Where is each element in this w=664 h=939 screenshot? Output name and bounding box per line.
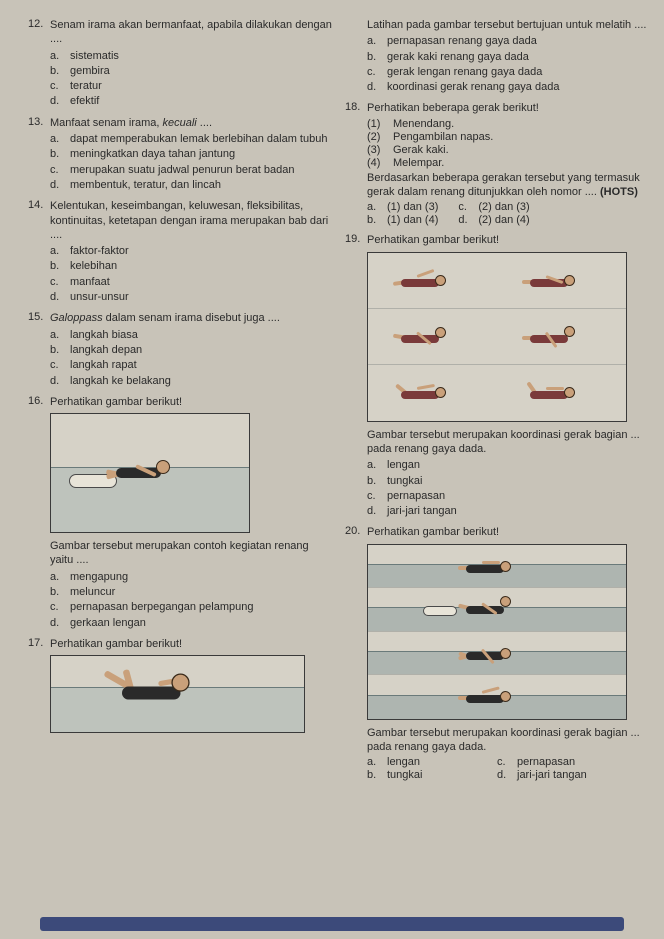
option: b.gerak kaki renang gaya dada [367,50,650,64]
question-13: 13. Manfaat senam irama, kecuali .... a.… [28,116,333,193]
stem: Kelentukan, keseimbangan, keluwesan, fle… [50,199,333,242]
qnum: 20. [345,525,367,782]
caption: Gambar tersebut merupakan koordinasi ger… [367,726,650,755]
figure-grid-4 [367,544,627,720]
continuation-block: Latihan pada gambar tersebut bertujuan u… [345,18,650,95]
stem: Perhatikan gambar berikut! [50,637,333,651]
option: d.unsur-unsur [50,290,333,304]
option: a.faktor-faktor [50,244,333,258]
right-column: Latihan pada gambar tersebut bertujuan u… [345,18,650,788]
option: a.mengapung [50,570,333,584]
two-column-layout: 12. Senam irama akan bermanfaat, apabila… [28,18,650,788]
kickboard-icon [423,606,457,616]
option: a.langkah biasa [50,328,333,342]
option-row: a.lengan c.pernapasan [367,756,650,768]
option: b.langkah depan [50,343,333,357]
qnum: 15. [28,311,50,388]
question-20: 20. Perhatikan gambar berikut! [345,525,650,782]
swimmer-icon [458,642,528,668]
question-17: 17. Perhatikan gambar berikut! [28,637,333,739]
option: d.membentuk, teratur, dan lincah [50,178,333,192]
swimmer-icon [393,325,463,351]
caption: Gambar tersebut merupakan contoh kegiata… [50,539,333,568]
swimmer-icon [458,596,528,622]
swimmer-icon [458,555,528,581]
option: a.dapat memperabukan lemak berlebihan da… [50,132,333,146]
option: a.lengan [367,458,650,472]
option: b.meningkatkan daya tahan jantung [50,147,333,161]
lead: Latihan pada gambar tersebut bertujuan u… [367,18,650,32]
option: c.pernapasan berpegangan pelampung [50,600,333,614]
qnum: 13. [28,116,50,193]
swimmer-icon [109,674,213,713]
question-18: 18. Perhatikan beberapa gerak berikut! (… [345,101,650,227]
option: a.sistematis [50,49,333,63]
option: c.pernapasan [367,489,650,503]
qnum: 19. [345,233,367,519]
figure-grid-6 [367,252,627,422]
option: d.koordinasi gerak renang gaya dada [367,80,650,94]
sub-stem: Berdasarkan beberapa gerakan tersebut ya… [367,172,640,198]
list-item: (2)Pengambilan napas. [367,131,650,143]
question-16: 16. Perhatikan gambar berikut! Gambar te… [28,395,333,631]
option: b.meluncur [50,585,333,599]
option: d.jari-jari tangan [367,504,650,518]
stem: Perhatikan gambar berikut! [50,395,333,409]
question-12: 12. Senam irama akan bermanfaat, apabila… [28,18,333,110]
stem: Perhatikan gambar berikut! [367,233,650,247]
option: b.gembira [50,64,333,78]
option: c.gerak lengan renang gaya dada [367,65,650,79]
option: d.langkah ke belakang [50,374,333,388]
swimmer-icon [393,269,463,295]
hots-tag: (HOTS) [600,186,638,198]
swimmer-icon [522,269,592,295]
stem: Galoppass dalam senam irama disebut juga… [50,311,333,325]
qnum: 16. [28,395,50,631]
figure-swimmer-leg [50,655,305,733]
list-item: (4)Melempar. [367,157,650,169]
swimmer-icon [393,381,463,407]
qnum: 14. [28,199,50,305]
qnum: 17. [28,637,50,739]
question-15: 15. Galoppass dalam senam irama disebut … [28,311,333,388]
stem: Senam irama akan bermanfaat, apabila dil… [50,18,333,47]
stem: Perhatikan gambar berikut! [367,525,650,539]
option-row: b.tungkai d.jari-jari tangan [367,769,650,781]
option: c.merupakan suatu jadwal penurun berat b… [50,163,333,177]
swimmer-icon [522,325,592,351]
option-row: b.(1) dan (4) d.(2) dan (4) [367,214,650,226]
option: d.gerkaan lengan [50,616,333,630]
swimmer-icon [458,685,528,711]
question-14: 14. Kelentukan, keseimbangan, keluwesan,… [28,199,333,305]
option: b.kelebihan [50,259,333,273]
caption: Gambar tersebut merupakan koordinasi ger… [367,428,650,457]
option: c.langkah rapat [50,358,333,372]
swimmer-icon [522,381,592,407]
footer-strip [40,917,624,931]
option: d.efektif [50,94,333,108]
list-item: (1)Menendang. [367,118,650,130]
left-column: 12. Senam irama akan bermanfaat, apabila… [28,18,333,788]
question-19: 19. Perhatikan gambar berikut! Gambar te… [345,233,650,519]
option: a.pernapasan renang gaya dada [367,34,650,48]
swimmer-icon [106,458,186,488]
qnum: 18. [345,101,367,227]
option-row: a.(1) dan (3) c.(2) dan (3) [367,201,650,213]
figure-swimmer-board [50,413,250,533]
option: c.manfaat [50,275,333,289]
stem: Perhatikan beberapa gerak berikut! [367,101,650,115]
option: c.teratur [50,79,333,93]
option: b.tungkai [367,474,650,488]
stem: Manfaat senam irama, kecuali .... [50,116,333,130]
list-item: (3)Gerak kaki. [367,144,650,156]
qnum: 12. [28,18,50,110]
